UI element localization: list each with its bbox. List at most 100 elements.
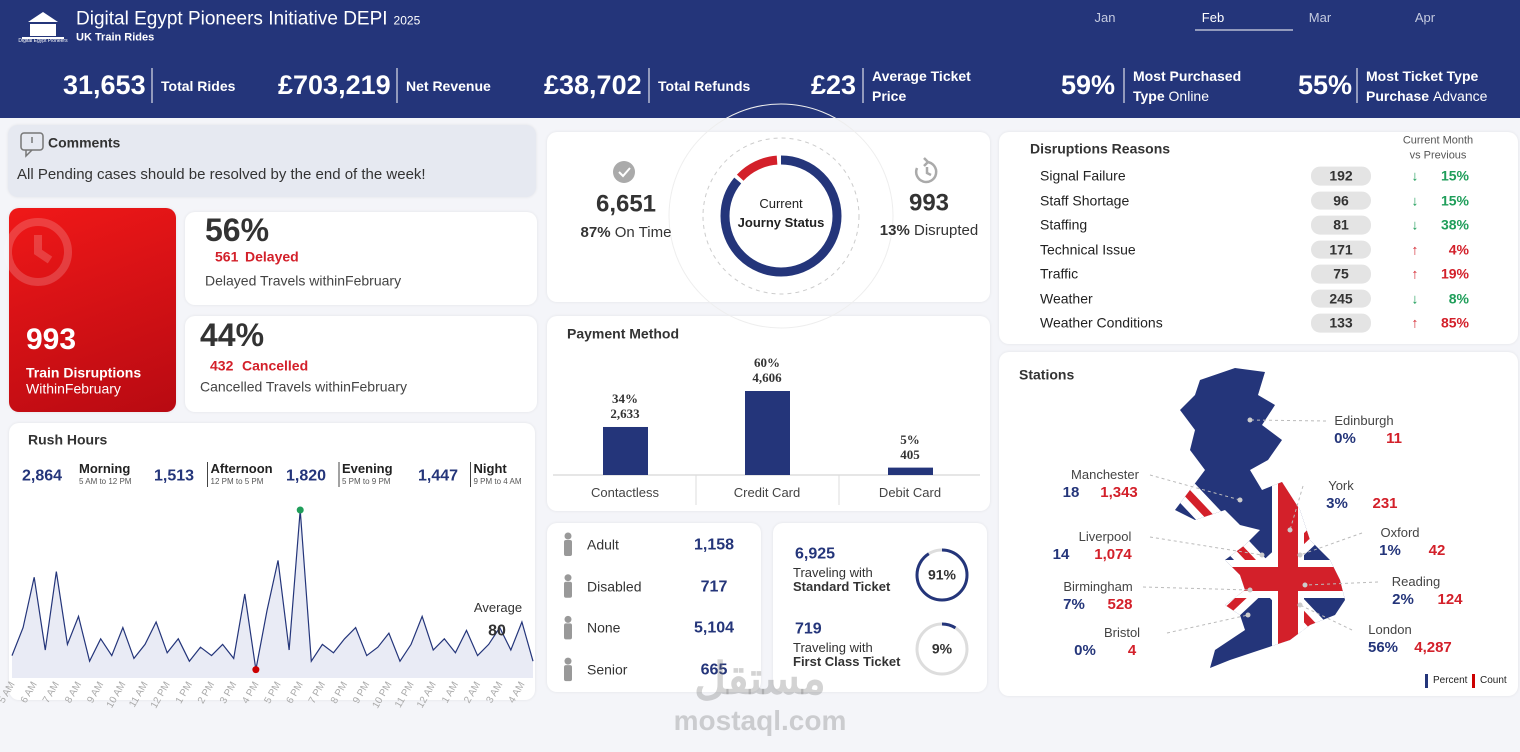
reason-name: Traffic (1040, 265, 1079, 282)
delayed-count: 561 (215, 248, 239, 265)
period-count: 1,820 (286, 467, 327, 485)
bar (603, 426, 648, 475)
station-count: 42 (1428, 542, 1446, 559)
station-dot (1287, 527, 1293, 533)
delayed-card (185, 212, 537, 305)
ticket-percent: 9% (931, 640, 953, 657)
cancelled-status: Cancelled (242, 357, 309, 374)
station-count: 1,074 (1094, 546, 1132, 563)
kpi-label-text: Total Refunds (658, 78, 751, 94)
kpi-value: £703,219 (278, 69, 391, 100)
kpi-value: 59% (1061, 69, 1116, 100)
bar-value: 4,606 (752, 370, 782, 386)
leader-line (1149, 536, 1263, 556)
station-name: Edinburgh (1334, 413, 1394, 429)
person-icon (564, 574, 572, 582)
person-icon (564, 623, 572, 640)
passenger-count: 5,104 (693, 619, 735, 637)
line-area (12, 510, 533, 678)
reason-change: 38% (1440, 216, 1469, 233)
rush-title: Rush Hours (28, 431, 108, 448)
person-icon (564, 615, 572, 623)
journey-status: Disrupted (914, 222, 979, 239)
period-range: 5 PM to 9 PM (342, 477, 391, 487)
month-tab: Feb (1201, 10, 1225, 26)
leader-line (1166, 614, 1249, 634)
ticket-line: Traveling with (793, 640, 873, 656)
average-label: Average (473, 600, 523, 616)
x-tick-label: 7 AM (41, 680, 62, 705)
x-tick-label: 9 AM (85, 680, 106, 705)
x-tick-label: 12 PM (149, 680, 173, 711)
period-count: 2,864 (22, 467, 63, 485)
watermark-logo: مستقل (694, 654, 826, 704)
person-icon (564, 540, 572, 556)
reason-count: 75 (1311, 264, 1371, 284)
kpi-label: Net Revenue (406, 76, 491, 96)
delayed-status: Delayed (245, 248, 299, 265)
x-tick-label: Debit Card (878, 485, 942, 501)
reason-arrow: ↓ (1411, 290, 1419, 307)
reason-arrow: ↓ (1411, 192, 1419, 209)
reason-change: 19% (1440, 265, 1469, 282)
ticket-line: Standard Ticket (793, 579, 891, 595)
x-tick-label: Contactless (591, 485, 659, 501)
leader-line (1142, 586, 1251, 591)
passenger-count: 717 (700, 578, 728, 596)
passenger-type: Disabled (587, 578, 642, 595)
station-dot (1302, 582, 1308, 588)
max-point (296, 506, 304, 514)
station-dot (1297, 552, 1303, 558)
person-icon (564, 657, 572, 665)
delayed-caption: Delayed Travels withinFebruary (205, 272, 402, 289)
leader-line (1299, 532, 1363, 556)
kpi-value: £23 (811, 69, 857, 100)
disruptions-card (9, 208, 176, 412)
comments-title: Comments (48, 134, 121, 151)
x-tick-label: 2 AM (462, 680, 483, 705)
header-bar (0, 0, 1520, 118)
x-tick-label: 11 AM (127, 680, 150, 709)
journey-count: 993 (908, 189, 950, 217)
journey-label: 87% On Time (581, 224, 672, 242)
reason-arrow: ↑ (1411, 314, 1419, 331)
reasons-header: vs Previous (1409, 149, 1467, 162)
ticket-percent: 91% (927, 566, 957, 583)
station-count: 124 (1437, 591, 1463, 608)
station-dot (1245, 612, 1251, 618)
bar (745, 391, 790, 475)
reason-name: Signal Failure (1040, 167, 1126, 184)
reason-count: 133 (1311, 313, 1371, 333)
comments-card (8, 125, 536, 197)
x-tick-label: 5 AM (0, 680, 18, 705)
station-dot (1247, 417, 1253, 423)
journey-deco (668, 103, 894, 329)
journey-percent: 87% (580, 224, 611, 241)
disruptions-label: Train Disruptions (26, 364, 142, 381)
station-name: Reading (1391, 574, 1441, 590)
ring-arc (720, 155, 842, 277)
kpi-label-text: Total Rides (161, 78, 236, 94)
person-icon (564, 581, 572, 598)
x-tick-label: 4 AM (507, 680, 528, 705)
reason-arrow: ↑ (1411, 241, 1419, 258)
station-percent: 0% (1074, 642, 1096, 659)
x-tick-label: 8 PM (329, 680, 350, 706)
passenger-count: 1,158 (693, 536, 735, 554)
station-dot (1247, 587, 1253, 593)
kpi-label: Total Refunds (658, 76, 750, 96)
station-percent: 0% (1334, 430, 1356, 447)
journey-title: Current (759, 196, 803, 212)
reason-change: 15% (1440, 192, 1469, 209)
header-subtitle: UK Train Rides (76, 31, 155, 44)
bar-value: 2,633 (610, 406, 640, 422)
period-count: 1,447 (418, 467, 459, 485)
kpi-label: Most Purchased Type Online (1133, 66, 1248, 106)
month-tab: Mar (1308, 10, 1332, 26)
logo (22, 12, 64, 39)
reasons-title: Disruptions Reasons (1030, 140, 1171, 157)
station-dot (1237, 497, 1243, 503)
leader-line (1299, 604, 1353, 631)
reason-count: 171 (1311, 240, 1371, 259)
